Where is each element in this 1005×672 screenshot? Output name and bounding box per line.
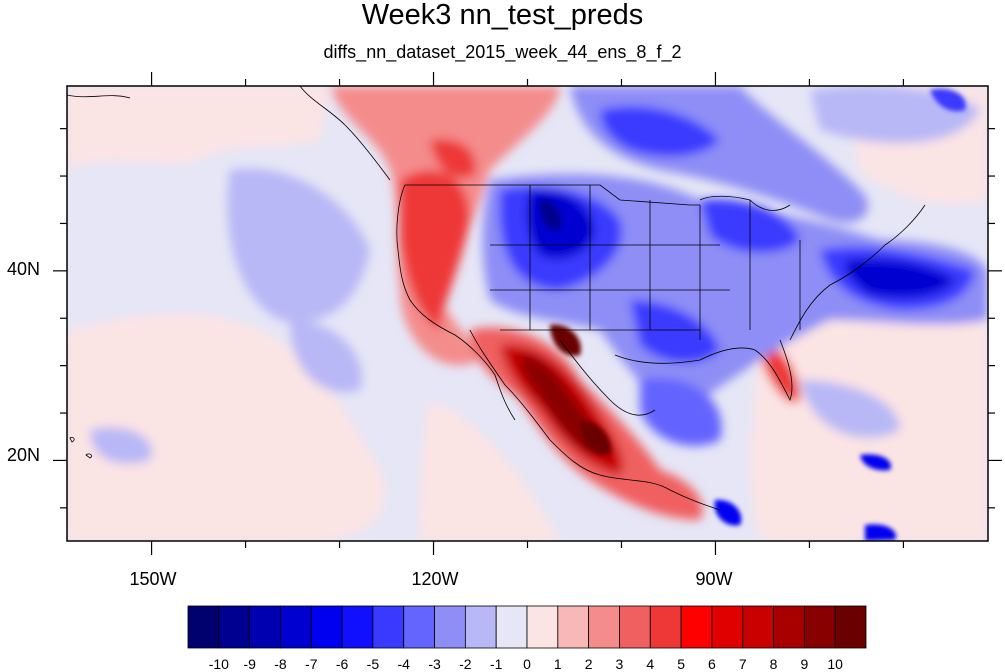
lon-label-90w: 90W xyxy=(695,569,732,589)
lon-label-150w: 150W xyxy=(129,569,176,589)
colorbar-swatch xyxy=(434,605,466,649)
colorbar-swatch xyxy=(834,605,867,649)
coastline-overlay xyxy=(67,86,926,511)
colorbar-label: -3 xyxy=(428,656,441,672)
colorbar-swatch xyxy=(310,605,343,649)
colorbar-swatch xyxy=(619,605,651,649)
colorbar-label: -4 xyxy=(398,656,411,672)
colorbar-label: 4 xyxy=(646,656,654,672)
colorbar-label: -6 xyxy=(336,656,349,672)
colorbar-label: 7 xyxy=(739,656,747,672)
plot-title: Week3 nn_test_preds xyxy=(361,0,644,31)
colorbar-label: -7 xyxy=(305,656,318,672)
colorbar-label: -9 xyxy=(243,656,256,672)
colorbar-swatch xyxy=(649,605,682,649)
plot-subtitle: diffs_nn_dataset_2015_week_44_ens_8_f_2 xyxy=(323,42,682,62)
axis-ticks xyxy=(53,72,1002,555)
colorbar-swatch xyxy=(526,605,559,649)
colorbar-swatch xyxy=(372,605,405,649)
lat-label-40n: 40N xyxy=(7,259,40,279)
colorbar-label: -2 xyxy=(459,656,472,672)
lon-label-120w: 120W xyxy=(411,569,458,589)
colorbar: -10 -9 -8 -7 -6 -5 -4 -3 -2 -1 0 1 2 3 4 5 6 7 8 9 10 xyxy=(187,605,867,672)
colorbar-swatch xyxy=(464,605,497,649)
colorbar-label: -1 xyxy=(490,656,503,672)
colorbar-swatch xyxy=(187,605,220,649)
colorbar-swatch xyxy=(742,605,774,649)
colorbar-swatch xyxy=(773,605,805,649)
colorbar-swatch xyxy=(249,605,281,649)
colorbar-swatch xyxy=(803,605,836,649)
colorbar-label: 5 xyxy=(677,656,685,672)
colorbar-swatch xyxy=(341,605,374,649)
colorbar-swatch xyxy=(218,605,251,649)
colorbar-swatch xyxy=(403,605,435,649)
colorbar-label: 6 xyxy=(708,656,716,672)
colorbar-swatch xyxy=(711,605,744,649)
colorbar-swatch xyxy=(588,605,620,649)
colorbar-label: 2 xyxy=(585,656,593,672)
colorbar-label: 3 xyxy=(616,656,624,672)
colorbar-swatch xyxy=(557,605,590,649)
colorbar-label: 1 xyxy=(554,656,562,672)
colorbar-label: 0 xyxy=(523,656,531,672)
colorbar-swatch xyxy=(680,605,713,649)
colorbar-label: 10 xyxy=(827,656,843,672)
colorbar-label: 8 xyxy=(770,656,778,672)
colorbar-label: 9 xyxy=(800,656,808,672)
lat-label-20n: 20N xyxy=(7,445,40,465)
colorbar-label: -10 xyxy=(209,656,229,672)
colorbar-label: -8 xyxy=(274,656,287,672)
colorbar-label: -5 xyxy=(367,656,380,672)
anomaly-field xyxy=(67,86,988,541)
colorbar-swatch xyxy=(495,605,528,649)
colorbar-swatch xyxy=(280,605,312,649)
